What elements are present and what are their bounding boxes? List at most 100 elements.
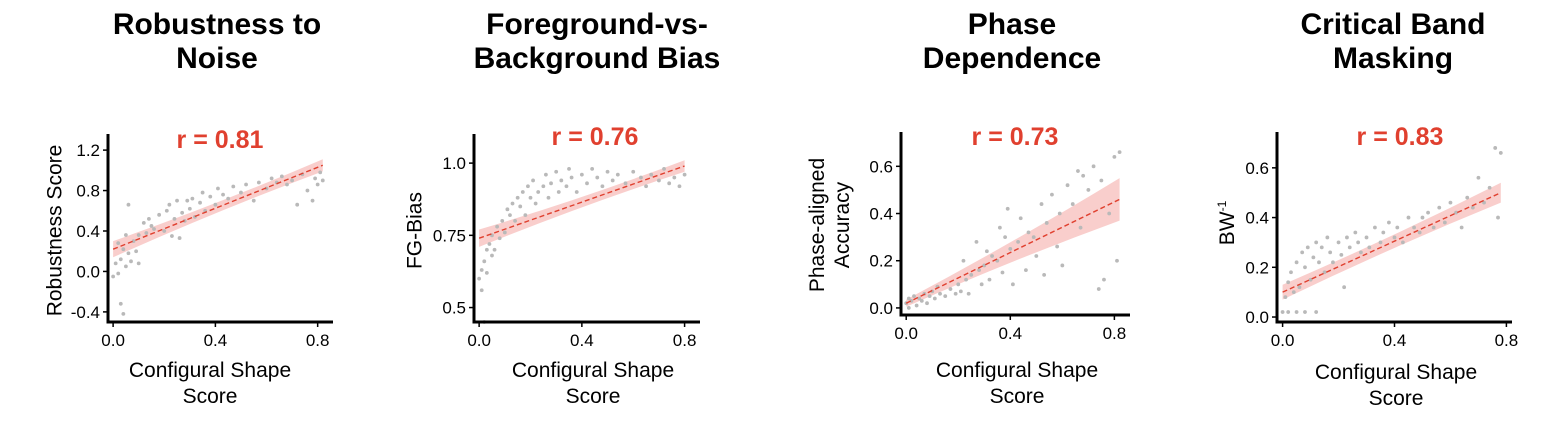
x-label-line-2: Score [182, 385, 238, 408]
x-label-line-2: Score [989, 385, 1045, 408]
data-point [244, 182, 248, 187]
data-point [1412, 225, 1416, 230]
data-point [672, 175, 677, 180]
data-point [484, 270, 489, 275]
data-point [657, 178, 661, 183]
data-point [1026, 230, 1031, 235]
data-point [123, 264, 128, 269]
data-point [497, 236, 502, 241]
y-tick-label: 0.6 [869, 157, 893, 176]
data-point [479, 288, 484, 293]
data-point [1096, 287, 1101, 291]
data-point [919, 298, 924, 303]
data-point [162, 229, 167, 233]
data-point [515, 195, 520, 200]
scatter-panel-1: 0.0 0.4 0.8-0.40.00.40.81.2 [71, 134, 333, 350]
data-point [533, 201, 538, 206]
data-point [1342, 285, 1347, 290]
data-point [956, 282, 961, 287]
data-point [315, 182, 320, 187]
data-point [134, 249, 139, 254]
data-point [1373, 225, 1377, 230]
data-point [1057, 211, 1062, 216]
data-point [536, 190, 541, 194]
data-point [200, 190, 205, 195]
data-point [487, 242, 492, 246]
data-point [1345, 235, 1349, 240]
title-line-2: Background Bias [473, 42, 721, 75]
data-point [574, 190, 579, 194]
data-point [948, 287, 953, 291]
data-point [167, 202, 172, 207]
data-point [556, 190, 561, 194]
y-tick-label: 0.0 [76, 262, 100, 281]
data-point [1031, 235, 1036, 240]
data-point [1356, 240, 1361, 245]
data-point [118, 301, 123, 306]
data-point [600, 184, 605, 189]
data-point [1065, 183, 1070, 188]
data-point [526, 184, 530, 189]
data-point [554, 169, 559, 174]
x-tick-label: 0.0 [894, 324, 918, 343]
data-point [569, 175, 574, 180]
data-point [1420, 215, 1425, 220]
data-point [123, 233, 128, 237]
data-point [1400, 240, 1405, 245]
data-point [914, 303, 919, 308]
data-point [1102, 277, 1106, 282]
data-point [1076, 169, 1080, 173]
y-tick-label: 0.8 [76, 182, 100, 201]
data-point [118, 257, 123, 262]
data-point [1493, 146, 1498, 150]
data-point [129, 259, 133, 264]
data-point [610, 178, 615, 183]
x-tick-label: 0.4 [998, 324, 1022, 343]
data-point [925, 301, 929, 306]
y-tick-label: -0.4 [71, 303, 100, 322]
data-point [1283, 295, 1288, 300]
x-tick-label: 0.8 [673, 331, 697, 350]
confidence-band [479, 160, 685, 247]
data-point [1482, 200, 1486, 205]
y-tick-label: 0.4 [76, 222, 100, 241]
data-point [213, 202, 218, 207]
data-point [144, 231, 149, 235]
data-point [1099, 178, 1104, 183]
data-point [906, 306, 911, 310]
data-point [1115, 258, 1119, 263]
title-line-1: Phase [967, 8, 1057, 41]
data-point [1024, 268, 1028, 273]
data-point [1325, 235, 1330, 240]
x-axis-label: Configural Shape Score [90, 358, 330, 410]
data-point [1359, 250, 1363, 255]
scatter-panel-4: 0.0 0.4 0.8 0.0 0.2 0.4 0.6 [1245, 132, 1518, 350]
data-point [1487, 185, 1492, 190]
y-tick-label: 0.6 [1245, 159, 1269, 178]
data-point [639, 175, 643, 180]
data-point [564, 184, 569, 189]
data-point [305, 188, 310, 193]
data-point [1297, 285, 1302, 290]
data-point [1328, 250, 1333, 255]
data-point [1336, 240, 1341, 245]
data-point [126, 202, 131, 207]
data-point [1322, 270, 1327, 275]
correlation-label: r = 0.81 [176, 126, 264, 154]
data-point [175, 198, 179, 203]
x-tick-label: 0.0 [1271, 331, 1295, 350]
data-point [500, 218, 505, 223]
data-point [1291, 290, 1296, 295]
data-point [1395, 225, 1400, 230]
data-point [623, 181, 628, 186]
data-point [477, 276, 482, 281]
chart-title-phase: Phase Dependence [862, 8, 1162, 76]
data-point [546, 195, 551, 200]
y-tick-label: 0.4 [1245, 209, 1269, 228]
data-point [1005, 206, 1010, 211]
data-point [136, 233, 141, 237]
scatter-panel-2: 0.0 0.4 0.8 0.5 0.75 1.0 [433, 134, 700, 350]
data-point [513, 218, 517, 223]
data-point [1055, 244, 1060, 249]
